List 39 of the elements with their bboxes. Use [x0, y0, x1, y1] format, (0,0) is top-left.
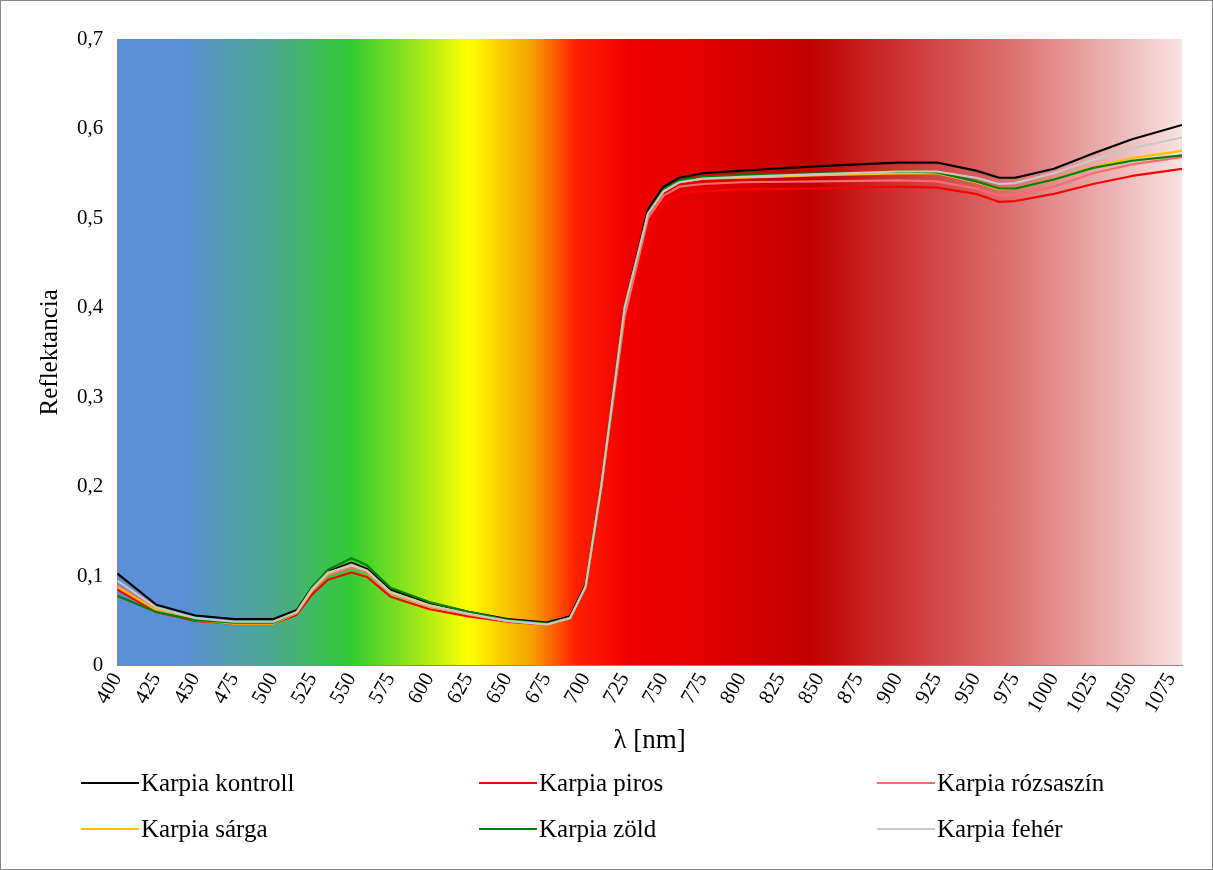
x-tick-label: 875 [831, 668, 868, 708]
x-axis-title: λ [nm] [613, 723, 686, 754]
x-tick-label: 925 [909, 668, 946, 708]
legend-label: Karpia sárga [141, 815, 268, 843]
legend-label: Karpia piros [539, 769, 664, 797]
x-tick-label: 725 [597, 668, 634, 708]
y-tick-label: 0,7 [77, 25, 104, 50]
x-tick-label: 700 [558, 668, 595, 708]
y-tick-label: 0,5 [77, 204, 104, 229]
legend-label: Karpia zöld [539, 815, 657, 843]
x-tick-label: 750 [636, 668, 673, 708]
y-tick-label: 0,6 [77, 115, 104, 140]
x-tick-label: 500 [245, 668, 283, 708]
x-tick-label: 675 [519, 668, 556, 708]
x-tick-label: 425 [128, 668, 166, 708]
y-tick-label: 0,4 [77, 294, 104, 319]
y-tick-label: 0 [92, 652, 104, 677]
y-tick-label: 0,1 [77, 562, 104, 587]
x-tick-label: 525 [284, 668, 322, 708]
x-tick-label: 475 [206, 668, 244, 708]
x-tick-label: 625 [441, 668, 478, 708]
x-tick-label: 975 [987, 668, 1025, 708]
x-tick-label: 850 [792, 668, 829, 708]
y-axis-title: Reflektancia [34, 289, 62, 416]
y-tick-label: 0,2 [77, 473, 104, 498]
x-tick-label: 900 [870, 668, 907, 708]
x-tick-label: 950 [948, 668, 986, 708]
x-tick-label: 575 [363, 668, 400, 708]
x-tick-label: 650 [480, 668, 517, 708]
legend-label: Karpia fehér [937, 815, 1063, 843]
x-tick-label: 450 [167, 668, 205, 708]
x-tick-label: 775 [675, 668, 712, 708]
legend-label: Karpia rózsaszín [937, 769, 1105, 797]
legend-label: Karpia kontroll [141, 769, 295, 797]
y-tick-label: 0,3 [77, 383, 104, 408]
x-tick-label: 550 [324, 668, 361, 708]
x-tick-label: 600 [402, 668, 439, 708]
x-tick-label: 800 [714, 668, 751, 708]
x-tick-label: 825 [753, 668, 790, 708]
